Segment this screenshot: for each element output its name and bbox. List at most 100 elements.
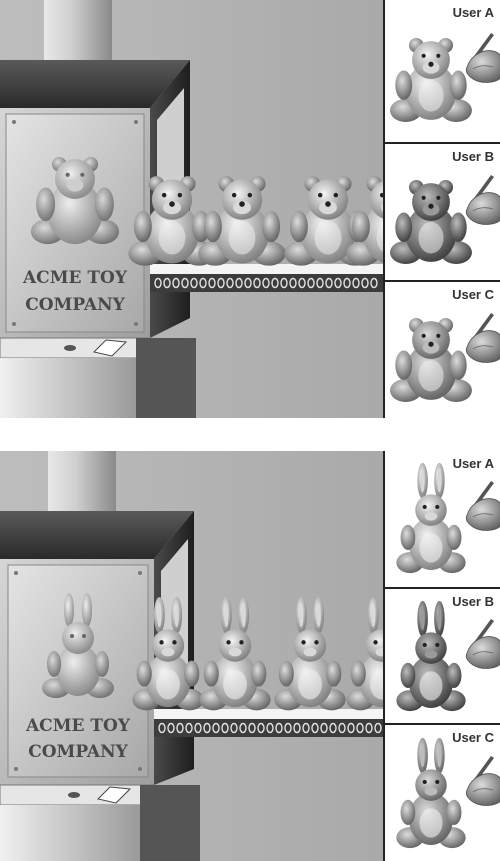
machine-base: [0, 805, 140, 861]
roller: [217, 277, 225, 289]
pen-hand-icon: [465, 481, 500, 531]
roller: [176, 722, 184, 734]
roller: [230, 722, 238, 734]
roller: [190, 277, 198, 289]
roller: [307, 277, 315, 289]
roller: [167, 722, 175, 734]
bear-figure: [390, 317, 472, 402]
bunny-figure: [396, 600, 466, 712]
roller: [208, 277, 216, 289]
roller: [275, 722, 283, 734]
conveyor-rollers: [158, 722, 382, 734]
roller: [370, 277, 378, 289]
plate-bunny-emboss: [42, 593, 114, 698]
belt-toy: [198, 176, 286, 266]
user-c-cell: User C: [385, 723, 500, 861]
gauge-icon: [97, 786, 132, 804]
roller: [194, 722, 202, 734]
conveyor-surface: [150, 264, 383, 274]
plate-text-line2: COMPANY: [28, 742, 128, 762]
roller: [181, 277, 189, 289]
roller: [257, 722, 265, 734]
plate-text-line1: ACME TOY: [25, 716, 131, 736]
pen-hand-icon: [465, 313, 500, 363]
bear-figure: [390, 179, 472, 264]
belt-toy: [346, 176, 383, 266]
roller: [203, 722, 211, 734]
control-knob: [64, 345, 76, 351]
roller: [158, 722, 166, 734]
roller: [365, 722, 373, 734]
pen-hand-icon: [465, 175, 500, 225]
user-b-cell: User B: [385, 587, 500, 723]
roller: [356, 722, 364, 734]
user-b-cell: User B: [385, 142, 500, 280]
user-a-bear: [390, 33, 500, 122]
user-c-bear: [390, 313, 500, 402]
roller: [334, 277, 342, 289]
machine-top: [0, 60, 190, 108]
user-a-cell: User A: [385, 0, 500, 142]
user-c-bunny: [396, 737, 500, 849]
bunny-figure: [396, 737, 466, 849]
user-b-label: User B: [452, 594, 494, 609]
belt-toys: [128, 176, 383, 266]
user-b-bunny: [396, 600, 500, 712]
roller: [289, 277, 297, 289]
user-a-label: User A: [452, 456, 494, 471]
conveyor-rollers: [154, 277, 378, 289]
roller: [329, 722, 337, 734]
roller: [280, 277, 288, 289]
user-a-bunny: [396, 462, 500, 574]
bear-figure: [390, 37, 472, 122]
user-c-label: User C: [452, 287, 494, 302]
user-c-cell: User C: [385, 280, 500, 418]
control-knob: [68, 792, 80, 798]
roller: [244, 277, 252, 289]
user-sidebar: User A User B User C: [383, 0, 500, 418]
roller: [343, 277, 351, 289]
bunny-panel: ACME TOY COMPANY User A User B User C: [0, 451, 500, 861]
roller: [212, 722, 220, 734]
roller: [262, 277, 270, 289]
roller: [347, 722, 355, 734]
base-shadow: [136, 338, 196, 418]
roller: [271, 277, 279, 289]
roller: [284, 722, 292, 734]
roller: [185, 722, 193, 734]
belt-toys: [132, 596, 383, 711]
roller: [248, 722, 256, 734]
factory-scene: ACME TOY COMPANY: [0, 451, 383, 861]
roller: [374, 722, 382, 734]
base-shadow: [140, 785, 200, 861]
pen-hand-icon: [465, 619, 500, 669]
user-a-label: User A: [452, 5, 494, 20]
plate-bear-emboss: [30, 156, 120, 245]
machine-top: [0, 511, 194, 559]
pen-hand-icon: [465, 33, 500, 83]
belt-toy: [274, 596, 346, 711]
roller: [154, 277, 162, 289]
roller: [239, 722, 247, 734]
user-sidebar: User A User B User C: [383, 451, 500, 861]
belt-toy: [132, 596, 204, 711]
bear-panel: ACME TOY COMPANY User A User B User C: [0, 0, 500, 418]
belt-toy: [346, 596, 383, 711]
roller: [266, 722, 274, 734]
user-b-bear: [390, 175, 500, 264]
roller: [325, 277, 333, 289]
roller: [298, 277, 306, 289]
bunny-figure: [396, 462, 466, 574]
user-a-cell: User A: [385, 451, 500, 587]
roller: [316, 277, 324, 289]
user-c-label: User C: [452, 730, 494, 745]
roller: [235, 277, 243, 289]
plate-text-line1: ACME TOY: [22, 268, 128, 288]
roller: [338, 722, 346, 734]
roller: [302, 722, 310, 734]
roller: [253, 277, 261, 289]
roller: [199, 277, 207, 289]
roller: [172, 277, 180, 289]
machine-base: [0, 358, 136, 418]
user-b-label: User B: [452, 149, 494, 164]
